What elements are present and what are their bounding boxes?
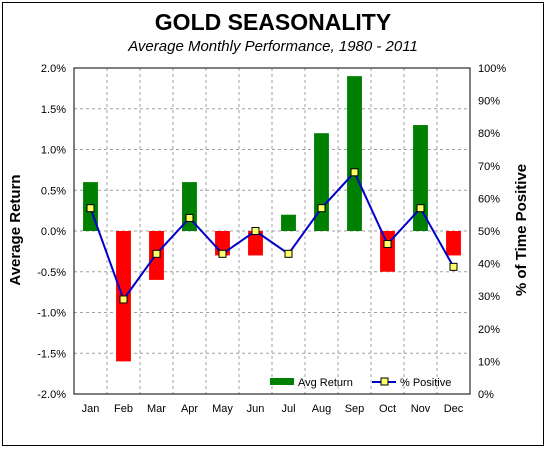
y2-tick-label: 90% xyxy=(478,96,500,108)
y2-tick-label: 60% xyxy=(478,193,500,205)
y-axis-title: Average Return xyxy=(7,174,24,285)
plot-border xyxy=(73,67,471,395)
y2-tick-label: 20% xyxy=(478,324,500,336)
point-oct xyxy=(383,240,392,249)
legend-swatch-avg-return xyxy=(270,378,294,385)
y2-tick-label: 70% xyxy=(478,161,500,173)
y2-tick-label: 100% xyxy=(478,63,506,75)
y2-axis-title: % of Time Positive xyxy=(513,164,530,296)
point-nov xyxy=(416,204,425,213)
point-jun xyxy=(251,227,260,235)
chart-subtitle: Average Monthly Performance, 1980 - 2011 xyxy=(127,38,418,55)
y-tick-label: 0.5% xyxy=(41,185,66,197)
x-tick-label: Nov xyxy=(411,403,431,415)
y-tick-label: 2.0% xyxy=(41,63,66,75)
plot-area: 2.0% 1.5% 1.0% 0.5% 0.0% -0.5% -1.0% -1.5% -2.0%… xyxy=(37,63,506,415)
y-tick-label: -1.0% xyxy=(37,308,66,320)
percent-positive-line xyxy=(89,170,455,302)
legend-label-percent-positive: % Positive xyxy=(400,377,451,389)
bar-dec xyxy=(446,231,461,256)
x-tick-label: Jan xyxy=(82,403,100,415)
legend-label-avg-return: Avg Return xyxy=(298,377,353,389)
x-tick-label: Mar xyxy=(147,403,166,415)
point-jan xyxy=(86,204,95,213)
point-apr xyxy=(185,213,194,222)
y2-tick-label: 40% xyxy=(478,259,500,271)
x-tick-label: Sep xyxy=(345,403,365,415)
x-tick-label: Aug xyxy=(312,403,332,415)
y-tick-label: -1.5% xyxy=(37,348,66,360)
bar-jun xyxy=(248,231,263,256)
y2-tick-label: 80% xyxy=(478,128,500,140)
x-tick-label: Apr xyxy=(181,403,198,415)
point-may xyxy=(218,249,227,258)
y2-tick-label: 50% xyxy=(478,226,500,238)
y2-tick-label: 0% xyxy=(478,389,494,401)
x-tick-label: Jun xyxy=(247,403,265,415)
legend: Avg Return % Positive xyxy=(270,377,451,389)
bar-jul xyxy=(281,214,296,231)
y-tick-label: 1.0% xyxy=(41,145,66,157)
point-dec xyxy=(449,262,458,271)
y2-tick-label: 30% xyxy=(478,291,500,303)
point-jul xyxy=(284,249,293,258)
x-tick-label: Dec xyxy=(444,403,464,415)
x-tick-label: Oct xyxy=(379,403,396,415)
y-tick-label: -0.5% xyxy=(37,267,66,279)
y-tick-label: 0.0% xyxy=(41,226,66,238)
y-tick-label: -2.0% xyxy=(37,389,66,401)
point-feb xyxy=(119,295,128,304)
bar-sep xyxy=(347,76,362,232)
point-aug xyxy=(317,204,326,213)
y-tick-label: 1.5% xyxy=(41,104,66,116)
point-mar xyxy=(152,249,161,258)
x-tick-label: Jul xyxy=(281,403,295,415)
x-tick-label: May xyxy=(212,403,233,415)
y2-tick-label: 10% xyxy=(478,356,500,368)
chart-title: GOLD SEASONALITY xyxy=(155,9,391,35)
x-tick-label: Feb xyxy=(114,403,133,415)
point-sep xyxy=(350,168,359,177)
legend-marker-percent-positive xyxy=(380,377,389,386)
